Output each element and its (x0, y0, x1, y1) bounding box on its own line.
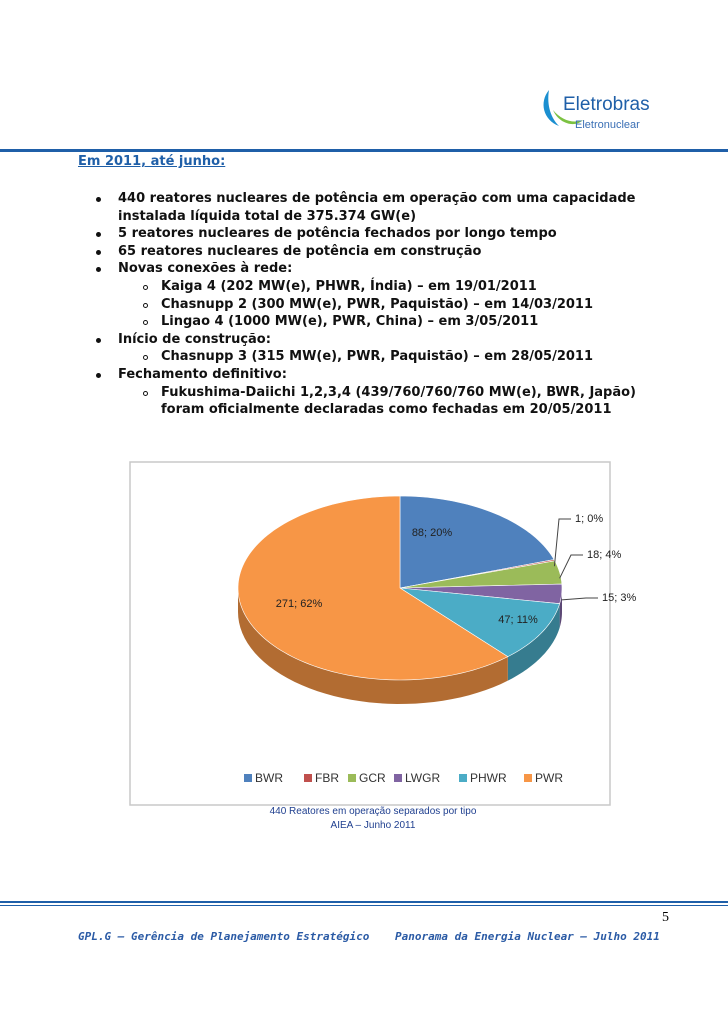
bullet-text: 65 reatores nucleares de potência em con… (118, 243, 482, 259)
slice (237, 495, 509, 704)
leader-line (559, 554, 583, 579)
sub-bullet-text: Chasnupp 2 (300 MW(e), PWR, Paquistão) –… (161, 296, 594, 312)
legend-label: PWR (535, 771, 563, 785)
leader-line (553, 518, 571, 567)
header-rule (0, 149, 728, 152)
slice-top (237, 495, 509, 681)
data-label: 271; 62% (276, 598, 323, 610)
slice (399, 560, 563, 589)
slice (399, 495, 555, 589)
data-label: 15; 3% (602, 592, 636, 604)
bullet-text: Fechamento definitivo: (118, 367, 287, 382)
bullet-text: instalada líquida total de 375.374 GW(e) (118, 208, 417, 224)
brand: Eletrobras (563, 94, 650, 115)
bullet (96, 337, 101, 343)
sub-brand: Eletronuclear (575, 119, 640, 131)
slice-top (399, 560, 563, 589)
legend-swatch (459, 774, 467, 782)
legend-swatch (304, 774, 312, 782)
footer-rule (0, 905, 728, 906)
legend-label: PHWR (470, 771, 507, 785)
slice-top (399, 587, 561, 658)
sub-bullet-text: foram oficialmente declaradas como fecha… (161, 402, 612, 418)
bullet (96, 267, 101, 273)
sub-bullet-text: Kaiga 4 (202 MW(e), PHWR, Índia) – em 19… (161, 279, 537, 294)
footer-left: GPL.G – Gerência de Planejamento Estraté… (78, 930, 370, 943)
data-label: 88; 20% (412, 527, 453, 539)
slice-side (507, 603, 560, 681)
slice (399, 587, 561, 681)
sub-bullet (143, 302, 148, 308)
legend-swatch (348, 774, 356, 782)
legend-swatch (244, 774, 252, 782)
legend-label: LWGR (405, 771, 440, 785)
bullet (96, 232, 101, 238)
sub-bullet (143, 355, 148, 361)
sub-bullet-text: Chasnupp 3 (315 MW(e), PWR, Paquistão) –… (161, 349, 594, 365)
footer-rule (0, 901, 728, 903)
caption: 440 Reatores em operação separados por t… (269, 806, 477, 817)
sub-bullet (143, 390, 148, 396)
bullet-text: Novas conexões à rede: (118, 261, 293, 277)
bullet-text: 440 reatores nucleares de potência em op… (118, 191, 636, 206)
sub-bullet-text: Lingao 4 (1000 MW(e), PWR, China) – em 3… (161, 314, 539, 330)
data-label: 47; 11% (498, 614, 538, 626)
slice-side (238, 588, 508, 704)
data-label: 18; 4% (587, 549, 621, 561)
page-number: 5 (662, 910, 669, 925)
bullet-text: 5 reatores nucleares de potência fechado… (118, 226, 557, 242)
sub-bullet-text: Fukushima-Daiichi 1,2,3,4 (439/760/760/7… (161, 384, 637, 400)
caption: AIEA – Junho 2011 (330, 820, 416, 831)
bullet (96, 197, 101, 202)
slice (399, 583, 563, 628)
legend-label: FBR (315, 771, 339, 785)
logo-swoosh (543, 90, 559, 126)
heading: Em 2011, até junho: (78, 154, 226, 169)
chart: 88; 20% 1; 0% 18; 4% 15; 3% 47; 11% 271; 62% B… (129, 461, 636, 806)
sub-bullet (143, 285, 148, 290)
slice-top (399, 583, 563, 605)
bullet (96, 249, 101, 255)
logo-swoosh (553, 110, 583, 125)
legend-label: BWR (255, 771, 283, 785)
slice-top (399, 495, 555, 589)
bullet-text: Início de construção: (118, 331, 271, 347)
logo: Eletrobras Eletronuclear (543, 90, 650, 131)
sub-bullet (143, 320, 148, 326)
bullet (96, 373, 101, 378)
data-label: 1; 0% (575, 513, 603, 525)
footer-right: Panorama da Energia Nuclear – Julho 2011 (395, 930, 660, 943)
legend-swatch (394, 774, 402, 782)
slice-side (559, 588, 562, 628)
legend-swatch (524, 774, 532, 782)
leader-line (561, 597, 598, 601)
legend-label: GCR (359, 771, 386, 785)
